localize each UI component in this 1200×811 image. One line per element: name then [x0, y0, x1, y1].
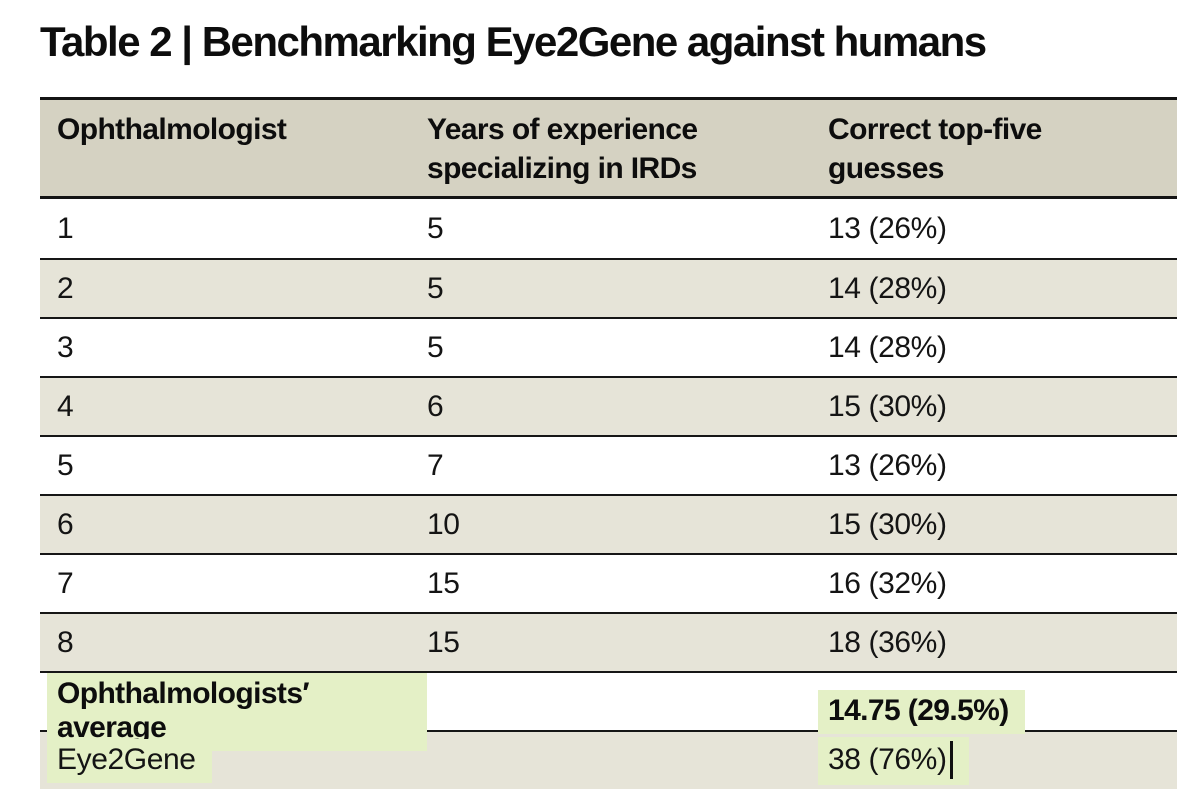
cell-years: 5: [427, 211, 444, 245]
cell-years: 5: [427, 330, 444, 364]
table-row-6: 6 10 15 (30%): [40, 494, 1177, 553]
col-header-correct-guesses: Correct top-five guesses: [828, 113, 1042, 185]
highlight-eye2gene-label: Eye2Gene: [47, 738, 212, 783]
table-row-1: 1 5 13 (26%): [40, 199, 1177, 258]
highlight-average-guesses: 14.75 (29.5%): [818, 690, 1025, 734]
cell-guesses: 18 (36%): [828, 625, 947, 659]
col-header-ophthalmologist: Ophthalmologist: [57, 113, 287, 146]
eye2gene-guesses-value: 38 (76%): [828, 742, 947, 776]
cell-eye2gene-years-empty: [427, 732, 828, 789]
cell-guesses: 15 (30%): [828, 507, 947, 541]
table-row-eye2gene: Eye2Gene 38 (76%): [40, 730, 1177, 789]
cell-guesses: 13 (26%): [828, 448, 947, 482]
text-cursor: [949, 740, 953, 779]
cell-ophthalmologist: 8: [57, 625, 74, 659]
cell-ophthalmologist: 2: [57, 271, 74, 305]
cell-guesses: 13 (26%): [828, 211, 947, 245]
cell-guesses: 15 (30%): [828, 389, 947, 423]
table-row-5: 5 7 13 (26%): [40, 435, 1177, 494]
table-body: 1 5 13 (26%) 2 5 14 (28%) 3 5 14 (28%) 4…: [40, 199, 1177, 789]
cell-ophthalmologist: 6: [57, 507, 74, 541]
cell-years: 6: [427, 389, 444, 423]
cell-ophthalmologist: 1: [57, 211, 74, 245]
highlight-average-label: Ophthalmologists′ average: [47, 673, 427, 751]
highlight-eye2gene-guesses: 38 (76%): [818, 736, 969, 785]
table-row-2: 2 5 14 (28%): [40, 258, 1177, 317]
cell-guesses: 14 (28%): [828, 330, 947, 364]
cell-average-label: Ophthalmologists′ average: [47, 673, 427, 751]
paper-table-page: Table 2 | Benchmarking Eye2Gene against …: [0, 17, 1200, 811]
cell-guesses: 16 (32%): [828, 566, 947, 600]
cell-average-guesses: 14.75 (29.5%): [818, 673, 1177, 751]
cell-ophthalmologist: 5: [57, 448, 74, 482]
table-title: Table 2 | Benchmarking Eye2Gene against …: [40, 18, 987, 65]
cell-ophthalmologist: 3: [57, 330, 74, 364]
table-row-8: 8 15 18 (36%): [40, 612, 1177, 671]
cell-years: 10: [427, 507, 460, 541]
col-header-years-experience: Years of experience specializing in IRDs: [427, 113, 698, 185]
table-row-3: 3 5 14 (28%): [40, 317, 1177, 376]
cell-years: 5: [427, 271, 444, 305]
cell-eye2gene-guesses[interactable]: 38 (76%): [818, 732, 1177, 789]
cell-ophthalmologist: 4: [57, 389, 74, 423]
cell-years: 7: [427, 448, 444, 482]
table-row-4: 4 6 15 (30%): [40, 376, 1177, 435]
table-header-row: Ophthalmologist Years of experience spec…: [40, 97, 1177, 199]
cell-years: 15: [427, 625, 460, 659]
cell-eye2gene-label: Eye2Gene: [47, 732, 427, 789]
cell-ophthalmologist: 7: [57, 566, 74, 600]
cell-years: 15: [427, 566, 460, 600]
benchmark-table: Ophthalmologist Years of experience spec…: [40, 97, 1177, 789]
table-row-average: Ophthalmologists′ average 14.75 (29.5%): [40, 671, 1177, 751]
table-row-7: 7 15 16 (32%): [40, 553, 1177, 612]
cell-guesses: 14 (28%): [828, 271, 947, 305]
